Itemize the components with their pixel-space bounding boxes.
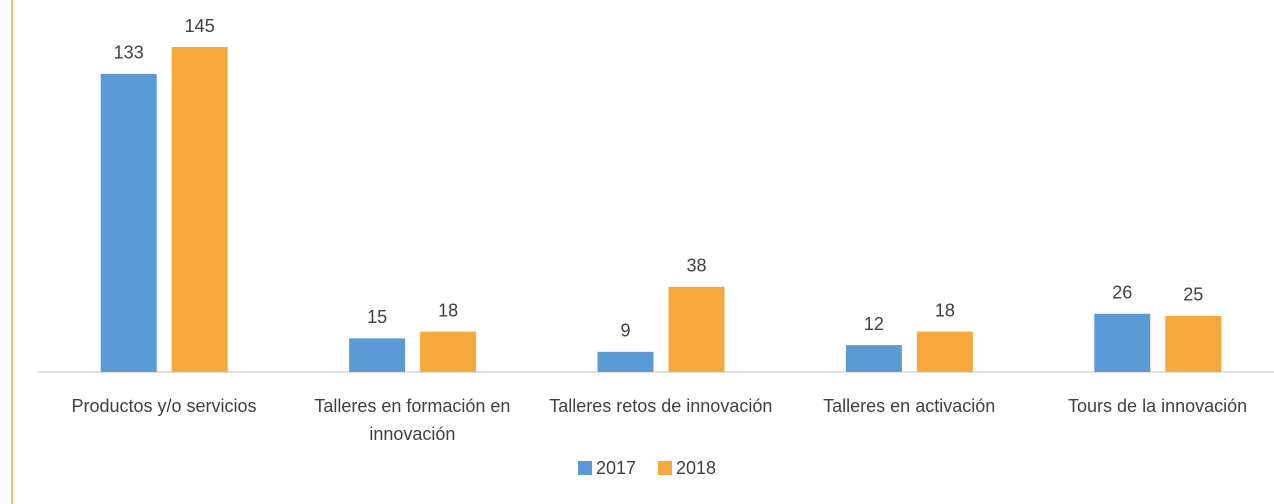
- legend-swatch: [658, 461, 672, 475]
- x-tick-label: Productos y/o servicios: [71, 396, 257, 416]
- bar: [916, 331, 973, 372]
- legend-swatch: [578, 461, 592, 475]
- bar: [171, 47, 228, 372]
- data-label: 25: [1183, 285, 1203, 305]
- legend-label: 2017: [596, 458, 636, 478]
- bar: [597, 351, 654, 372]
- x-tick-label: Talleres en formación en innovación: [314, 396, 511, 444]
- data-label: 38: [686, 256, 706, 276]
- bar: [1094, 313, 1151, 372]
- bar: [668, 286, 725, 372]
- bar: [100, 73, 157, 373]
- legend-label: 2018: [676, 458, 716, 478]
- bar: [349, 338, 406, 372]
- data-label: 12: [864, 314, 884, 334]
- x-tick-label: Tours de la innovación: [1068, 396, 1248, 416]
- data-label: 26: [1112, 282, 1132, 302]
- data-label: 18: [438, 300, 458, 320]
- data-label: 145: [185, 16, 215, 36]
- data-label: 18: [935, 300, 955, 320]
- data-label: 15: [367, 307, 387, 327]
- x-tick-label: Talleres en activación: [823, 396, 996, 416]
- x-tick-label: Talleres retos de innovación: [549, 396, 773, 416]
- data-label: 133: [114, 43, 144, 63]
- bar: [420, 331, 477, 372]
- bar: [845, 345, 902, 372]
- bar: [1165, 315, 1222, 372]
- data-label: 9: [620, 321, 630, 341]
